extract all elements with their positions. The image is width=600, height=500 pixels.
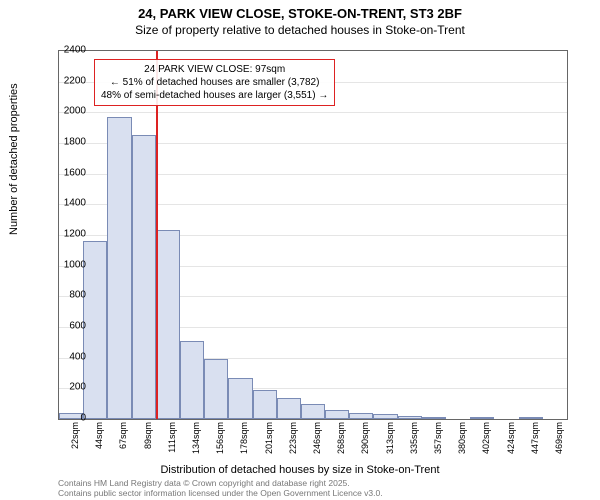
histogram-bar <box>422 417 446 419</box>
histogram-bar <box>373 414 397 419</box>
x-axis-label: Distribution of detached houses by size … <box>0 464 600 476</box>
annotation-line3: 48% of semi-detached houses are larger (… <box>101 89 328 102</box>
x-tick-label: 246sqm <box>312 422 322 462</box>
gridline <box>59 112 567 113</box>
histogram-bar <box>107 117 131 419</box>
chart-plot-area: 24 PARK VIEW CLOSE: 97sqm← 51% of detach… <box>58 50 568 420</box>
histogram-bar <box>325 410 349 419</box>
x-tick-label: 313sqm <box>385 422 395 462</box>
x-tick-label: 357sqm <box>433 422 443 462</box>
footer-line1: Contains HM Land Registry data © Crown c… <box>58 478 383 488</box>
y-tick-label: 2400 <box>64 45 86 56</box>
chart-title-line1: 24, PARK VIEW CLOSE, STOKE-ON-TRENT, ST3… <box>0 6 600 21</box>
x-tick-label: 380sqm <box>457 422 467 462</box>
histogram-bar <box>349 413 373 419</box>
histogram-bar <box>253 390 277 419</box>
histogram-bar <box>398 416 422 419</box>
x-tick-label: 44sqm <box>94 422 104 462</box>
histogram-bar <box>470 417 494 419</box>
histogram-bar <box>132 135 156 419</box>
histogram-bar <box>228 378 252 419</box>
y-tick-label: 1800 <box>64 137 86 148</box>
y-tick-label: 1400 <box>64 198 86 209</box>
y-tick-label: 1000 <box>64 259 86 270</box>
x-tick-label: 223sqm <box>288 422 298 462</box>
chart-title-block: 24, PARK VIEW CLOSE, STOKE-ON-TRENT, ST3… <box>0 0 600 37</box>
y-axis-label: Number of detached properties <box>8 83 20 235</box>
y-tick-label: 400 <box>69 351 86 362</box>
annotation-line1: 24 PARK VIEW CLOSE: 97sqm <box>101 63 328 76</box>
x-tick-label: 402sqm <box>481 422 491 462</box>
histogram-bar <box>180 341 204 419</box>
x-tick-label: 335sqm <box>409 422 419 462</box>
y-tick-label: 2200 <box>64 75 86 86</box>
chart-title-line2: Size of property relative to detached ho… <box>0 23 600 37</box>
footer-attribution: Contains HM Land Registry data © Crown c… <box>58 478 383 498</box>
y-tick-label: 2000 <box>64 106 86 117</box>
histogram-bar <box>301 404 325 419</box>
x-tick-label: 111sqm <box>167 422 177 462</box>
x-tick-label: 201sqm <box>264 422 274 462</box>
x-tick-label: 89sqm <box>143 422 153 462</box>
footer-line2: Contains public sector information licen… <box>58 488 383 498</box>
y-tick-label: 1600 <box>64 167 86 178</box>
x-tick-label: 178sqm <box>239 422 249 462</box>
property-marker-line <box>156 51 158 419</box>
x-tick-label: 268sqm <box>336 422 346 462</box>
histogram-bar <box>519 417 543 419</box>
y-tick-label: 1200 <box>64 229 86 240</box>
annotation-box: 24 PARK VIEW CLOSE: 97sqm← 51% of detach… <box>94 59 335 106</box>
histogram-bar <box>204 359 228 419</box>
histogram-bar <box>83 241 107 419</box>
x-tick-label: 67sqm <box>118 422 128 462</box>
y-tick-label: 0 <box>80 413 86 424</box>
x-tick-label: 424sqm <box>506 422 516 462</box>
x-tick-label: 469sqm <box>554 422 564 462</box>
x-tick-label: 290sqm <box>360 422 370 462</box>
annotation-line2: ← 51% of detached houses are smaller (3,… <box>101 76 328 89</box>
histogram-bar <box>156 230 180 419</box>
y-tick-label: 200 <box>69 382 86 393</box>
x-tick-label: 156sqm <box>215 422 225 462</box>
y-tick-label: 600 <box>69 321 86 332</box>
x-tick-label: 134sqm <box>191 422 201 462</box>
histogram-bar <box>277 398 301 419</box>
x-tick-label: 22sqm <box>70 422 80 462</box>
x-tick-label: 447sqm <box>530 422 540 462</box>
y-tick-label: 800 <box>69 290 86 301</box>
